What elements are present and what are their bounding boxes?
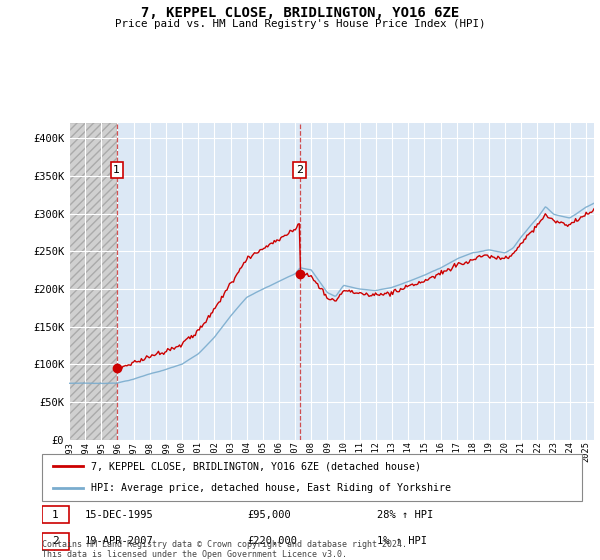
Text: Contains HM Land Registry data © Crown copyright and database right 2024.
This d: Contains HM Land Registry data © Crown c… bbox=[42, 540, 407, 559]
Text: £220,000: £220,000 bbox=[247, 536, 297, 546]
Text: 1% ↑ HPI: 1% ↑ HPI bbox=[377, 536, 427, 546]
Text: 1: 1 bbox=[113, 165, 121, 175]
Text: 2: 2 bbox=[296, 165, 304, 175]
Text: 7, KEPPEL CLOSE, BRIDLINGTON, YO16 6ZE: 7, KEPPEL CLOSE, BRIDLINGTON, YO16 6ZE bbox=[141, 6, 459, 20]
Bar bbox=[117, 123, 300, 440]
Text: 7, KEPPEL CLOSE, BRIDLINGTON, YO16 6ZE (detached house): 7, KEPPEL CLOSE, BRIDLINGTON, YO16 6ZE (… bbox=[91, 461, 421, 472]
Bar bbox=[42, 533, 69, 550]
Text: 15-DEC-1995: 15-DEC-1995 bbox=[85, 510, 154, 520]
Bar bbox=[42, 506, 69, 523]
Text: Price paid vs. HM Land Registry's House Price Index (HPI): Price paid vs. HM Land Registry's House … bbox=[115, 19, 485, 29]
Text: 19-APR-2007: 19-APR-2007 bbox=[85, 536, 154, 546]
Bar bbox=[69, 123, 117, 440]
Text: 1: 1 bbox=[52, 510, 59, 520]
Text: £95,000: £95,000 bbox=[247, 510, 291, 520]
Text: HPI: Average price, detached house, East Riding of Yorkshire: HPI: Average price, detached house, East… bbox=[91, 483, 451, 493]
Text: 28% ↑ HPI: 28% ↑ HPI bbox=[377, 510, 433, 520]
Text: 2: 2 bbox=[52, 536, 59, 546]
